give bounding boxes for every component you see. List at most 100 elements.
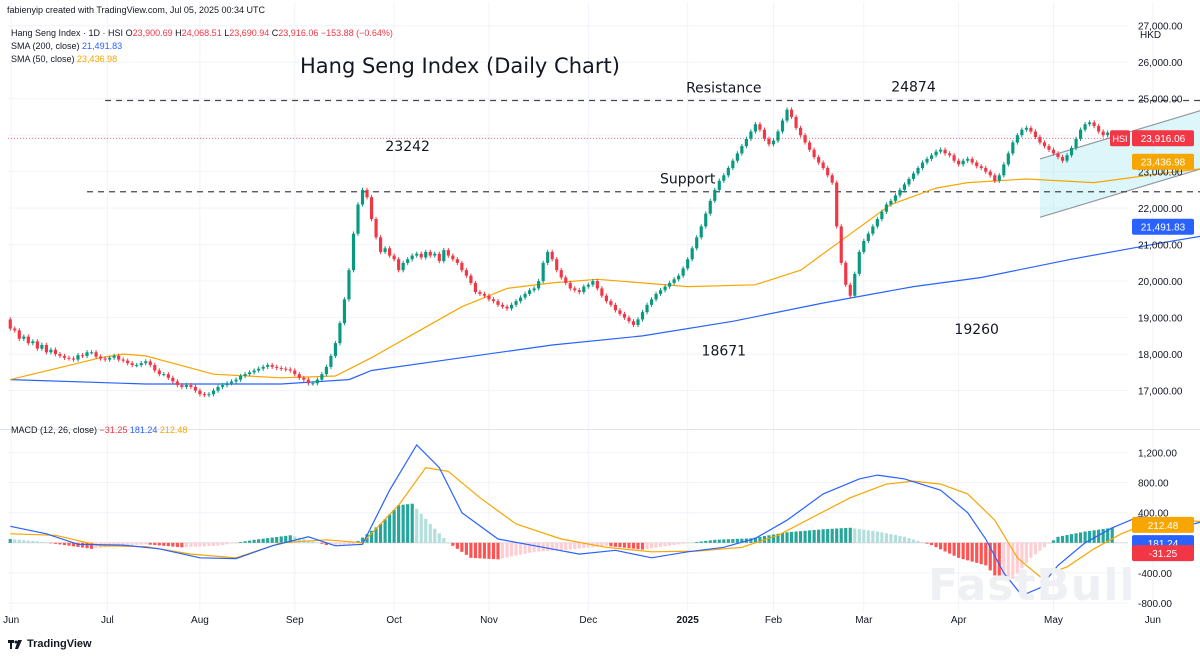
candle: [22, 334, 26, 341]
candle-body: [175, 381, 179, 386]
macd-histogram-bar: [347, 542, 351, 545]
candle: [157, 368, 161, 377]
candle-body: [907, 178, 911, 185]
macd-tick-label: 1,200.00: [1138, 449, 1177, 460]
candle: [1002, 162, 1006, 178]
candle: [916, 165, 920, 176]
macd-histogram-bar: [338, 542, 342, 545]
macd-histogram-bar: [939, 542, 943, 550]
candle: [365, 187, 369, 200]
macd-histogram-bar: [360, 537, 365, 543]
candle-body: [695, 237, 699, 249]
candle-body: [564, 277, 568, 283]
candle-body: [993, 175, 997, 181]
macd-histogram-bar: [902, 536, 907, 543]
macd-histogram-bar: [604, 542, 608, 546]
candle: [979, 164, 983, 171]
symbol-tag-text: HSI: [1112, 134, 1127, 144]
macd-histogram-bar: [180, 542, 184, 548]
candle-body: [952, 155, 956, 161]
candle-body: [126, 360, 130, 364]
candle: [848, 282, 852, 298]
tradingview-logo[interactable]: TradingView: [8, 638, 92, 650]
time-tick-label: Apr: [951, 615, 967, 626]
macd-histogram-bar: [943, 542, 947, 552]
macd-histogram-bar: [342, 542, 347, 545]
macd-histogram-bar: [315, 542, 319, 544]
macd-histogram-bar: [898, 535, 902, 543]
candle-body: [397, 259, 401, 271]
candle: [970, 156, 974, 165]
candle-body: [220, 385, 225, 387]
candle: [677, 273, 681, 282]
candle-body: [1051, 149, 1056, 154]
candle: [672, 277, 676, 286]
time-tick-label: Oct: [386, 615, 402, 626]
macd-histogram-bar: [58, 542, 62, 545]
candle-body: [288, 369, 292, 371]
candle: [473, 280, 477, 295]
candle-body: [419, 253, 423, 258]
symbol-name[interactable]: Hang Seng Index · 1D · HSI: [11, 28, 124, 38]
candle: [360, 187, 365, 207]
price-tick-label: 18,000.00: [1138, 350, 1183, 361]
macd-histogram-bar: [573, 542, 577, 550]
sma50-legend[interactable]: SMA (50, close) 23,436.98: [11, 54, 117, 64]
price-annotation: 24874: [891, 79, 936, 95]
macd-histogram-bar: [139, 542, 143, 545]
candle: [193, 384, 197, 393]
candle-body: [780, 120, 785, 132]
macd-histogram-bar: [948, 542, 952, 554]
candle-body: [460, 262, 464, 271]
candle: [26, 334, 30, 346]
macd-histogram-bar: [975, 542, 979, 563]
candle: [613, 302, 617, 313]
candle: [550, 249, 554, 262]
candle-body: [71, 358, 76, 360]
candle: [726, 165, 730, 178]
macd-label-text: 212.48: [1148, 521, 1179, 532]
candle: [171, 375, 175, 384]
candle-body: [1092, 122, 1096, 127]
candle: [889, 198, 893, 207]
candle-body: [1024, 127, 1028, 130]
candle: [85, 350, 89, 359]
candle-body: [808, 142, 812, 150]
candle: [758, 122, 762, 132]
macd-histogram-bar: [654, 542, 658, 548]
candle: [713, 187, 717, 204]
candle: [216, 384, 220, 393]
candle: [577, 288, 581, 295]
candle: [618, 308, 622, 317]
macd-histogram-bar: [1002, 542, 1006, 580]
candle: [198, 388, 202, 397]
candle-body: [26, 336, 30, 344]
candle-body: [975, 162, 979, 167]
candle-body: [889, 200, 893, 205]
candle-body: [1006, 153, 1010, 165]
candle-body: [595, 281, 599, 289]
candle: [306, 377, 310, 386]
macd-histogram-bar: [135, 542, 139, 545]
macd-histogram-bar: [270, 537, 274, 543]
sma200-line: [10, 235, 1200, 385]
candle: [546, 249, 550, 266]
symbol-line: Hang Seng Index · 1D · HSI O23,900.69 H2…: [11, 28, 393, 38]
candle-body: [171, 377, 175, 382]
sma200-legend[interactable]: SMA (200, close) 21,491.83: [11, 41, 122, 51]
price-annotation: 18671: [702, 344, 747, 360]
candle: [433, 251, 437, 258]
candle-body: [812, 149, 816, 158]
candle-body: [112, 355, 116, 358]
candle: [609, 299, 613, 308]
candle: [261, 364, 265, 371]
candle-body: [799, 127, 803, 136]
candle: [252, 368, 256, 375]
macd-legend[interactable]: MACD (12, 26, close) −31.25 181.24 212.4…: [11, 425, 187, 435]
time-tick-label: Dec: [579, 615, 597, 626]
candle-body: [229, 381, 234, 384]
macd-histogram-bar: [1011, 542, 1015, 579]
candle: [243, 371, 247, 379]
candle-body: [961, 160, 965, 165]
candle: [1033, 129, 1037, 140]
